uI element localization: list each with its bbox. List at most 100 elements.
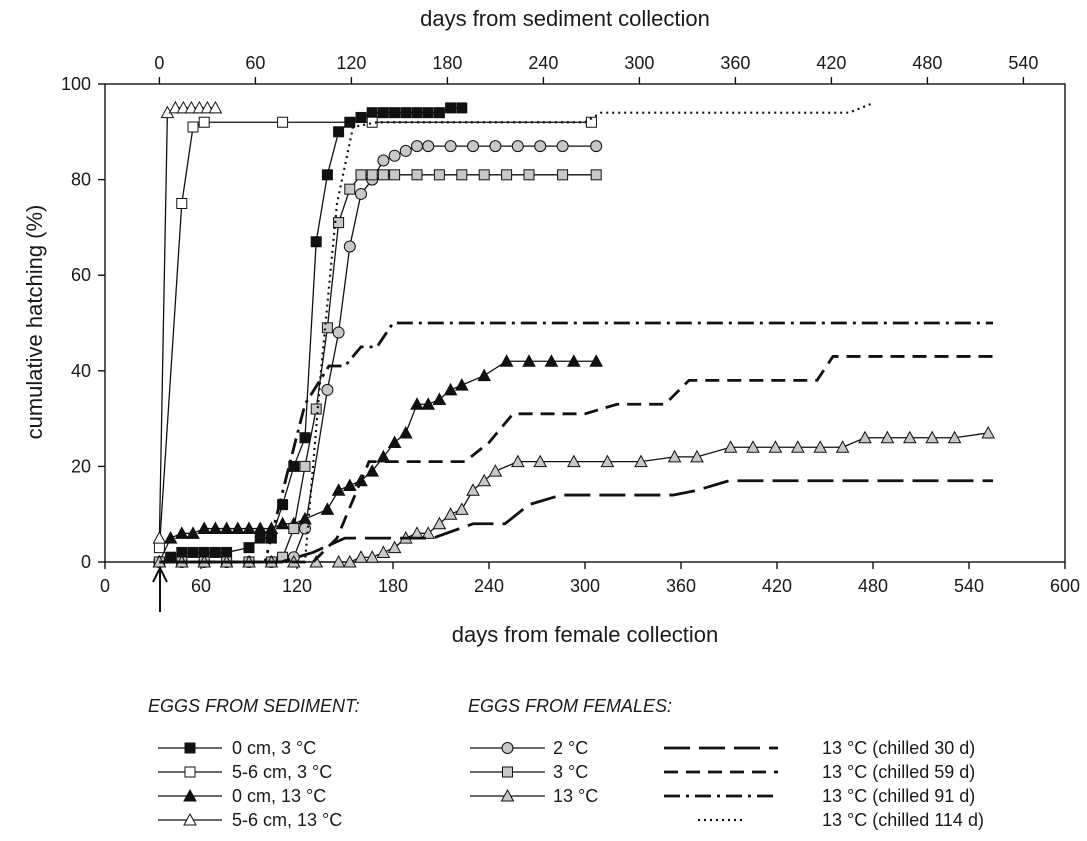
data-point (163, 531, 178, 544)
x-tick-label: 180 (378, 576, 408, 596)
legend-item: 5-6 cm, 13 °C (158, 810, 342, 830)
data-point (243, 542, 255, 554)
data-point (153, 542, 165, 554)
data-point (557, 169, 569, 181)
data-point (454, 378, 469, 391)
data-point (443, 507, 458, 520)
data-point (389, 107, 401, 119)
data-point (288, 523, 300, 535)
legend: EGGS FROM SEDIMENT: EGGS FROM FEMALES: 0… (148, 696, 984, 830)
x-tick-label: 360 (666, 576, 696, 596)
legend-group-females-title: EGGS FROM FEMALES: (468, 696, 672, 716)
x2-tick-label: 180 (432, 53, 462, 73)
series-9 (159, 321, 993, 564)
y-tick-label: 0 (81, 552, 91, 572)
x-tick-label: 540 (954, 576, 984, 596)
data-point (333, 217, 345, 229)
series-10 (159, 102, 874, 564)
data-point (544, 354, 559, 367)
x-tick-label: 120 (282, 576, 312, 596)
data-point (511, 140, 524, 153)
data-point (499, 354, 514, 367)
data-point (366, 169, 378, 181)
x-tick-label: 0 (100, 576, 110, 596)
data-point (388, 149, 401, 162)
data-point (299, 432, 311, 444)
y-tick-label: 20 (71, 456, 91, 476)
legend-item: 0 cm, 3 °C (158, 738, 316, 758)
data-point (590, 140, 603, 153)
data-point (277, 116, 289, 128)
data-point (152, 531, 167, 544)
x2-tick-label: 60 (245, 53, 265, 73)
data-point (410, 397, 424, 410)
data-point (880, 430, 895, 444)
data-point (331, 554, 346, 568)
legend-item: 13 °C (chilled 91 d) (664, 786, 975, 806)
data-point (444, 140, 457, 153)
legend-label: 2 °C (553, 738, 588, 758)
data-point (433, 107, 445, 119)
legend-label: 13 °C (chilled 59 d) (822, 762, 975, 782)
data-point (411, 169, 423, 181)
data-point (387, 540, 402, 554)
y-tick-label: 40 (71, 361, 91, 381)
data-point (399, 144, 412, 157)
data-point (556, 140, 569, 153)
data-point (398, 425, 413, 439)
data-point (343, 240, 356, 253)
data-point (477, 473, 492, 487)
legend-label: 13 °C (553, 786, 598, 806)
data-point (253, 521, 268, 535)
x2-tick-label: 300 (624, 53, 654, 73)
legend-marker (501, 742, 514, 754)
x2-tick-label: 0 (154, 53, 164, 73)
series-8 (159, 355, 993, 564)
data-point (242, 521, 256, 535)
data-point (902, 430, 917, 444)
x-tick-label: 60 (191, 576, 211, 596)
x-tick-label: 300 (570, 576, 600, 596)
series-line (159, 145, 597, 563)
data-point (600, 454, 615, 468)
legend-marker (183, 812, 197, 826)
data-point (377, 169, 389, 181)
data-point (333, 126, 345, 138)
legend-label: 13 °C (chilled 91 d) (822, 786, 975, 806)
data-point (925, 430, 940, 444)
series-7 (159, 479, 993, 564)
data-point (365, 464, 380, 477)
data-point (310, 403, 322, 415)
data-point (208, 100, 223, 114)
data-point (320, 502, 335, 515)
y-tick-label: 80 (71, 170, 91, 190)
legend-label: 5-6 cm, 3 °C (232, 762, 332, 782)
data-point (275, 516, 290, 530)
legend-marker (184, 742, 196, 754)
data-point (443, 382, 458, 396)
data-point (387, 435, 402, 448)
data-point (332, 326, 345, 339)
legend-marker (502, 766, 513, 778)
legend-label: 0 cm, 3 °C (232, 738, 316, 758)
data-point (768, 440, 783, 453)
legend-item: 5-6 cm, 3 °C (158, 762, 332, 782)
x2-tick-label: 120 (336, 53, 366, 73)
data-point (187, 121, 199, 133)
data-point (354, 550, 368, 563)
series-6 (152, 425, 996, 568)
data-point (456, 169, 468, 181)
data-point (342, 478, 357, 492)
data-point (421, 397, 436, 410)
legend-item: 0 cm, 13 °C (158, 786, 326, 806)
data-point (321, 322, 333, 334)
data-point (208, 521, 223, 535)
data-point (477, 368, 492, 382)
data-point (522, 354, 536, 367)
data-point (566, 454, 581, 468)
data-point (433, 169, 445, 181)
data-point (813, 440, 828, 453)
data-point (299, 460, 311, 472)
data-point (634, 454, 648, 468)
data-point (566, 354, 581, 367)
